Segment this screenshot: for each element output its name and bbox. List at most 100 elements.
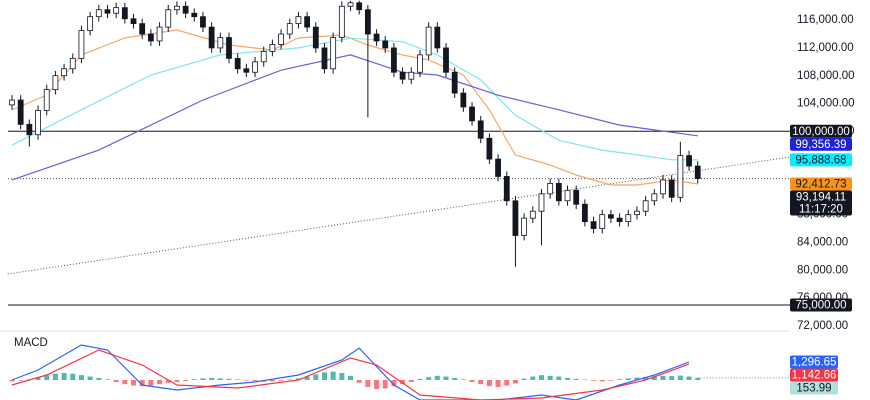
- candle-body: [243, 68, 250, 73]
- histogram-bar: [677, 375, 683, 380]
- histogram-bar: [660, 375, 666, 380]
- candle-body: [95, 9, 102, 18]
- histogram-bar: [504, 380, 510, 386]
- candle-body: [147, 33, 154, 42]
- histogram-bar: [443, 376, 449, 380]
- histogram-bar: [226, 378, 232, 380]
- histogram-bar: [452, 377, 458, 380]
- histogram-bar: [70, 373, 76, 380]
- y-tick-label: 72,000.00: [797, 320, 848, 332]
- candle-body: [382, 40, 389, 49]
- moving-average: [11, 54, 698, 181]
- price-label-box: [790, 137, 852, 151]
- histogram-bar: [148, 380, 154, 386]
- candle-body: [642, 200, 649, 212]
- y-tick-label: 84,000.00: [797, 236, 848, 248]
- histogram-bar: [131, 380, 137, 386]
- histogram-bar: [521, 378, 527, 380]
- candle-body: [477, 120, 484, 139]
- histogram-bar: [374, 380, 380, 390]
- candle-body: [651, 193, 658, 202]
- histogram-bar: [139, 380, 145, 387]
- histogram-bar: [382, 380, 388, 389]
- histogram-bar: [547, 375, 553, 380]
- candle-body: [521, 217, 528, 236]
- candle-body: [634, 210, 640, 216]
- histogram-bar: [157, 380, 163, 385]
- candle-body: [321, 47, 328, 70]
- last-price-label: 93,194.11: [796, 192, 846, 204]
- histogram-bar: [573, 378, 579, 380]
- price-label-box: [790, 298, 852, 312]
- candle-body: [529, 210, 536, 219]
- moving-average: [11, 37, 698, 161]
- histogram-bar: [191, 379, 197, 380]
- histogram-bar: [44, 375, 50, 380]
- candle-body: [130, 18, 137, 25]
- histogram-bar: [478, 380, 484, 385]
- candle-body: [408, 71, 415, 80]
- candle-body: [486, 137, 493, 160]
- macd-label: 153.99: [796, 383, 831, 395]
- histogram-bar: [617, 379, 623, 380]
- histogram-bar: [400, 380, 406, 385]
- candle-body: [503, 176, 510, 202]
- candle-body: [269, 44, 276, 52]
- macd-label-box: [790, 368, 838, 382]
- histogram-bar: [556, 376, 562, 380]
- histogram-bar: [651, 376, 657, 380]
- y-tick-label: 116,000.00: [797, 14, 854, 26]
- histogram-bar: [269, 380, 275, 382]
- candle-body: [69, 57, 76, 70]
- candle-body: [252, 61, 258, 73]
- histogram-bar: [122, 380, 128, 385]
- macd-label-box: [790, 355, 838, 369]
- y-tick-label: 112,000.00: [797, 42, 854, 54]
- histogram-bar: [287, 379, 293, 380]
- candle-body: [338, 5, 345, 38]
- histogram-bar: [339, 373, 345, 380]
- candle-body: [26, 123, 33, 136]
- price-label: 75,000.00: [795, 300, 846, 312]
- candle-body: [208, 26, 215, 49]
- candle-body: [191, 12, 198, 18]
- candle-body: [139, 23, 146, 35]
- candle-body: [356, 2, 363, 11]
- candle-body: [686, 155, 692, 167]
- macd-panel: [9, 344, 790, 400]
- histogram-bar: [538, 375, 544, 380]
- candle-body: [512, 200, 519, 236]
- candle-body: [391, 47, 397, 73]
- candle-body: [17, 99, 24, 125]
- histogram-bar: [96, 377, 102, 380]
- candle-body: [677, 155, 684, 198]
- price-axis: 116,000.00 112,000.00 108,000.00 104,000.00…: [797, 14, 855, 332]
- histogram-bar: [61, 373, 67, 380]
- histogram-bar: [391, 380, 397, 387]
- histogram-bar: [113, 380, 119, 383]
- histogram-bar: [200, 378, 206, 380]
- candle-body: [35, 110, 41, 136]
- histogram-bar: [78, 375, 84, 380]
- countdown-label: 11:17:20: [799, 204, 843, 216]
- candle-body: [43, 89, 50, 111]
- histogram-bar: [174, 380, 180, 383]
- candle-body: [200, 16, 206, 28]
- histogram-bar: [686, 376, 692, 380]
- histogram-bar: [460, 379, 466, 380]
- moving-average: [11, 29, 698, 186]
- candle-body: [434, 26, 441, 49]
- candle-body: [547, 183, 554, 195]
- candle-body: [87, 16, 94, 31]
- histogram-bar: [165, 380, 171, 383]
- candle-body: [555, 183, 562, 202]
- price-label-box: [790, 177, 852, 191]
- candle-body: [616, 217, 623, 223]
- histogram-bar: [183, 380, 189, 382]
- y-tick-label: 104,000.00: [797, 98, 855, 110]
- candle-body: [373, 33, 380, 42]
- candle-body: [295, 16, 302, 25]
- last-price-box: [790, 190, 852, 216]
- candle-body: [113, 7, 120, 14]
- price-label: 100,000.00: [792, 126, 850, 138]
